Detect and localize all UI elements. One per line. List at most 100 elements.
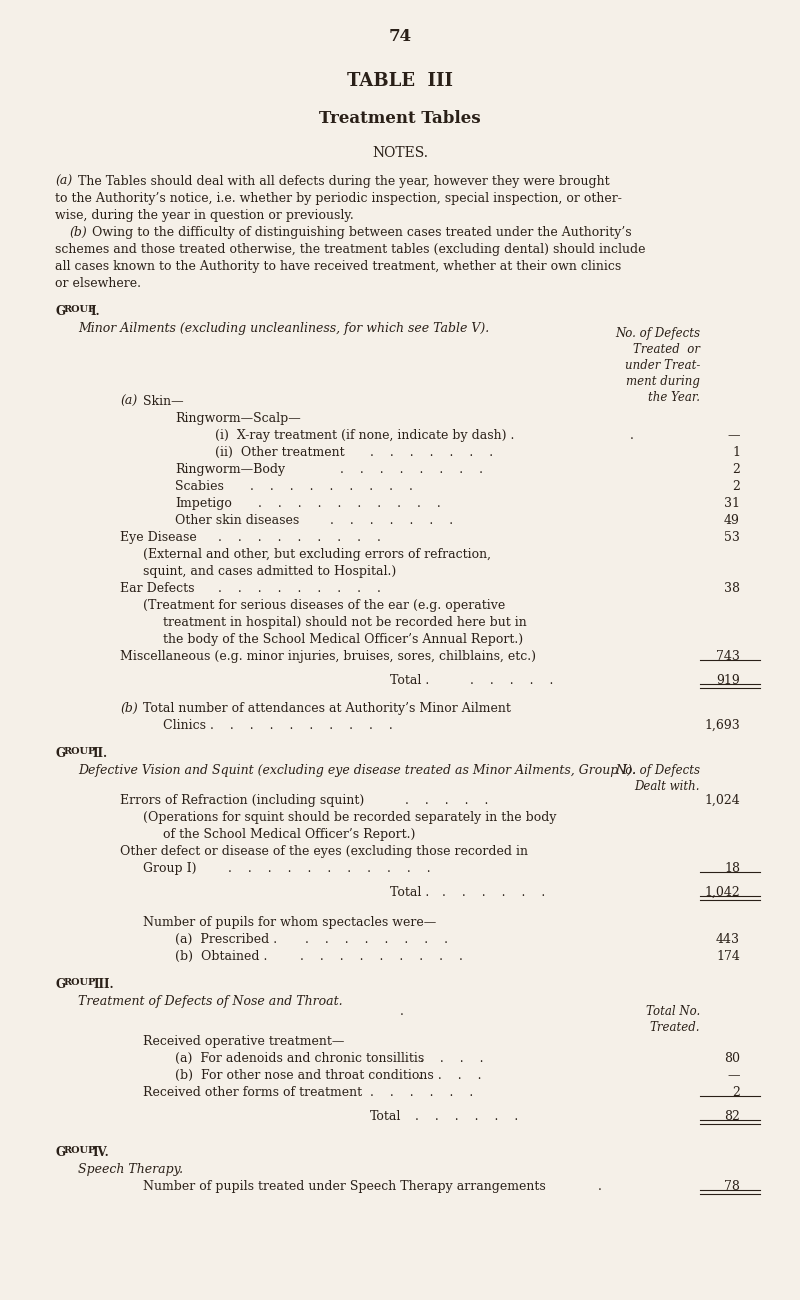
Text: Errors of Refraction (including squint): Errors of Refraction (including squint) [120, 794, 364, 807]
Text: Ringworm—Body: Ringworm—Body [175, 463, 285, 476]
Text: Received operative treatment—: Received operative treatment— [143, 1035, 344, 1048]
Text: 49: 49 [724, 514, 740, 526]
Text: G: G [55, 1147, 65, 1160]
Text: Total .: Total . [390, 673, 430, 686]
Text: ROUP: ROUP [64, 747, 96, 757]
Text: Total No.: Total No. [646, 1005, 700, 1018]
Text: treatment in hospital) should not be recorded here but in: treatment in hospital) should not be rec… [163, 616, 526, 629]
Text: 919: 919 [716, 673, 740, 686]
Text: 80: 80 [724, 1052, 740, 1065]
Text: 2: 2 [732, 463, 740, 476]
Text: to the Authority’s notice, i.e. whether by periodic inspection, special inspecti: to the Authority’s notice, i.e. whether … [55, 192, 622, 205]
Text: 1: 1 [732, 446, 740, 459]
Text: The Tables should deal with all defects during the year, however they were broug: The Tables should deal with all defects … [78, 176, 610, 188]
Text: (a)  For adenoids and chronic tonsillitis: (a) For adenoids and chronic tonsillitis [175, 1052, 424, 1065]
Text: Clinics .    .    .    .    .    .    .    .    .    .: Clinics . . . . . . . . . . [163, 719, 393, 732]
Text: 38: 38 [724, 582, 740, 595]
Text: Number of pupils treated under Speech Therapy arrangements: Number of pupils treated under Speech Th… [143, 1180, 546, 1193]
Text: 443: 443 [716, 933, 740, 946]
Text: Skin—: Skin— [143, 395, 184, 408]
Text: 78: 78 [724, 1180, 740, 1193]
Text: .    .    .    .    .    .    .    .    .: . . . . . . . . . [250, 480, 413, 493]
Text: Treatment of Defects of Nose and Throat.: Treatment of Defects of Nose and Throat. [78, 994, 342, 1008]
Text: .    .    .    .    .    .    .    .: . . . . . . . . [305, 933, 448, 946]
Text: TABLE  III: TABLE III [347, 72, 453, 90]
Text: 31: 31 [724, 497, 740, 510]
Text: Total: Total [370, 1110, 402, 1123]
Text: Total .: Total . [390, 887, 430, 900]
Text: No. of Defects: No. of Defects [615, 328, 700, 341]
Text: Impetigo: Impetigo [175, 497, 232, 510]
Text: all cases known to the Authority to have received treatment, whether at their ow: all cases known to the Authority to have… [55, 260, 622, 273]
Text: 18: 18 [724, 862, 740, 875]
Text: squint, and cases admitted to Hospital.): squint, and cases admitted to Hospital.) [143, 566, 396, 578]
Text: G: G [55, 747, 65, 760]
Text: Group I): Group I) [143, 862, 197, 875]
Text: .    .    .    .    .    .    .: . . . . . . . [370, 446, 493, 459]
Text: —: — [727, 429, 740, 442]
Text: 1,024: 1,024 [704, 794, 740, 807]
Text: .    .    .    .: . . . . [418, 1069, 482, 1082]
Text: Treated.: Treated. [650, 1020, 700, 1034]
Text: Treated  or: Treated or [633, 343, 700, 356]
Text: .    .    .    .    .    .: . . . . . . [442, 887, 546, 900]
Text: G: G [55, 306, 65, 318]
Text: .    .    .    .    .    .: . . . . . . [415, 1110, 518, 1123]
Text: (b): (b) [120, 702, 138, 715]
Text: 174: 174 [716, 950, 740, 963]
Text: Ringworm—Scalp—: Ringworm—Scalp— [175, 412, 301, 425]
Text: the body of the School Medical Officer’s Annual Report.): the body of the School Medical Officer’s… [163, 633, 523, 646]
Text: (b): (b) [69, 226, 86, 239]
Text: Received other forms of treatment: Received other forms of treatment [143, 1086, 362, 1098]
Text: 74: 74 [389, 29, 411, 46]
Text: Ear Defects: Ear Defects [120, 582, 194, 595]
Text: .    .    .    .    .    .    .: . . . . . . . [330, 514, 453, 526]
Text: .    .    .    .    .    .    .    .    .: . . . . . . . . . [218, 530, 381, 543]
Text: (Operations for squint should be recorded separately in the body: (Operations for squint should be recorde… [143, 811, 557, 824]
Text: .    .    .    .: . . . . [420, 1052, 483, 1065]
Text: NOTES.: NOTES. [372, 146, 428, 160]
Text: II.: II. [92, 747, 107, 760]
Text: (a)  Prescribed .: (a) Prescribed . [175, 933, 277, 946]
Text: .    .    .    .    .    .    .    .: . . . . . . . . [340, 463, 483, 476]
Text: I.: I. [90, 306, 100, 318]
Text: (b)  For other nose and throat conditions: (b) For other nose and throat conditions [175, 1069, 434, 1082]
Text: (Treatment for serious diseases of the ear (e.g. operative: (Treatment for serious diseases of the e… [143, 599, 506, 612]
Text: 1,693: 1,693 [704, 719, 740, 732]
Text: Treatment Tables: Treatment Tables [319, 111, 481, 127]
Text: Defective Vision and Squint (excluding eye disease treated as Minor Ailments, Gr: Defective Vision and Squint (excluding e… [78, 764, 636, 777]
Text: wise, during the year in question or previously.: wise, during the year in question or pre… [55, 209, 354, 222]
Text: Miscellaneous (e.g. minor injuries, bruises, sores, chilblains, etc.): Miscellaneous (e.g. minor injuries, brui… [120, 650, 536, 663]
Text: (b)  Obtained .: (b) Obtained . [175, 950, 267, 963]
Text: Speech Therapy.: Speech Therapy. [78, 1164, 183, 1176]
Text: Owing to the difficulty of distinguishing between cases treated under the Author: Owing to the difficulty of distinguishin… [92, 226, 632, 239]
Text: 1,042: 1,042 [704, 887, 740, 900]
Text: Dealt with.: Dealt with. [634, 780, 700, 793]
Text: .    .    .    .    .    .    .    .    .    .: . . . . . . . . . . [258, 497, 441, 510]
Text: Scabies: Scabies [175, 480, 224, 493]
Text: .    .    .    .    .    .    .    .    .    .    .: . . . . . . . . . . . [228, 862, 430, 875]
Text: Other skin diseases: Other skin diseases [175, 514, 299, 526]
Text: 53: 53 [724, 530, 740, 543]
Text: (i)  X-ray treatment (if none, indicate by dash) .: (i) X-ray treatment (if none, indicate b… [215, 429, 514, 442]
Text: ROUP: ROUP [64, 306, 96, 315]
Text: .: . [630, 429, 634, 442]
Text: ROUP: ROUP [64, 1147, 96, 1154]
Text: ROUP: ROUP [64, 978, 96, 987]
Text: 743: 743 [716, 650, 740, 663]
Text: (a): (a) [55, 176, 72, 188]
Text: Number of pupils for whom spectacles were—: Number of pupils for whom spectacles wer… [143, 916, 436, 930]
Text: or elsewhere.: or elsewhere. [55, 277, 141, 290]
Text: .    .    .    .    .    .    .    .    .: . . . . . . . . . [300, 950, 463, 963]
Text: schemes and those treated otherwise, the treatment tables (excluding dental) sho: schemes and those treated otherwise, the… [55, 243, 646, 256]
Text: .    .    .    .    .    .    .    .    .: . . . . . . . . . [218, 582, 381, 595]
Text: Eye Disease: Eye Disease [120, 530, 197, 543]
Text: G: G [55, 978, 65, 991]
Text: of the School Medical Officer’s Report.): of the School Medical Officer’s Report.) [163, 828, 415, 841]
Text: .    .    .    .    .    .: . . . . . . [370, 1086, 474, 1098]
Text: the Year.: the Year. [648, 391, 700, 404]
Text: —: — [727, 1069, 740, 1082]
Text: III.: III. [93, 978, 114, 991]
Text: No. of Defects: No. of Defects [615, 764, 700, 777]
Text: Other defect or disease of the eyes (excluding those recorded in: Other defect or disease of the eyes (exc… [120, 845, 528, 858]
